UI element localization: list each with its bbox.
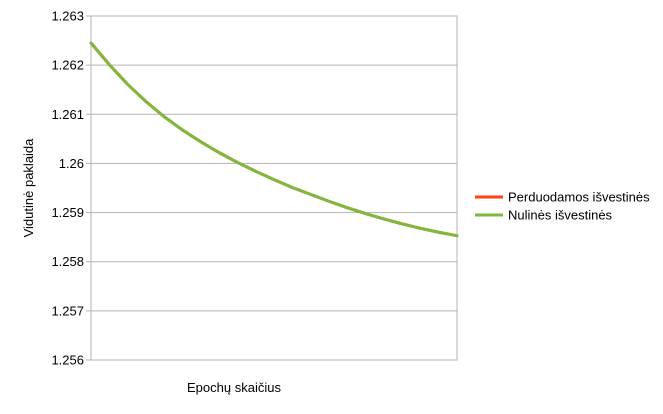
series-line-0: [89, 41, 459, 238]
y-axis-title: Vidutinė paklaida: [21, 138, 36, 238]
legend: Perduodamos išvestinės Nulinės išvestinės: [475, 190, 650, 223]
legend-label-1: Nulinės išvestinės: [508, 208, 613, 223]
legend-label-0: Perduodamos išvestinės: [508, 190, 650, 205]
plot-area-border: [90, 15, 458, 361]
series-lines: [89, 41, 459, 238]
grid-lines: [91, 15, 457, 361]
y-tick-label: 1.263: [51, 9, 84, 24]
y-tick-label: 1.258: [51, 254, 84, 269]
y-tick-label: 1.256: [51, 353, 84, 368]
y-tick-label: 1.259: [51, 205, 84, 220]
y-tick-label: 1.257: [51, 303, 84, 318]
y-axis-ticks: 1.256 1.257 1.258 1.259 1.26 1.261 1.262 1.263: [51, 9, 91, 368]
y-tick-label: 1.26: [59, 156, 84, 171]
y-tick-label: 1.261: [51, 107, 84, 122]
series-line-1: [89, 41, 459, 238]
y-tick-label: 1.262: [51, 58, 84, 73]
x-axis-title: Epochų skaičius: [187, 380, 281, 395]
